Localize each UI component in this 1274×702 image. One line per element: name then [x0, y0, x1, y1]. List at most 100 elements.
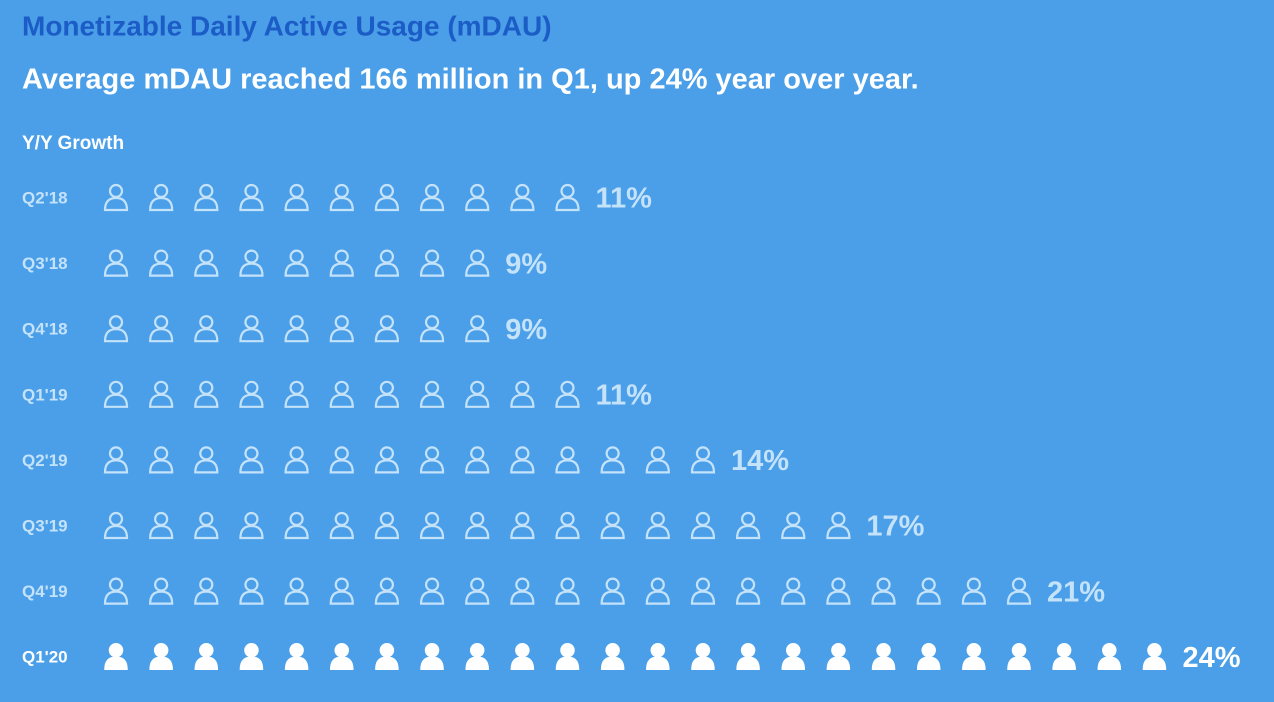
- icon-body: [329, 262, 354, 277]
- icon-body: [374, 524, 400, 540]
- person-icon: [329, 183, 354, 212]
- person-icon: [555, 446, 580, 474]
- icon-body: [329, 656, 354, 670]
- icon-body: [374, 262, 400, 277]
- icon-body: [465, 590, 490, 605]
- person-icon: [555, 511, 580, 540]
- value-label: 21%: [1047, 576, 1105, 608]
- person-icon: [419, 249, 445, 277]
- person-icon: [600, 446, 625, 474]
- person-icon: [194, 315, 219, 343]
- icon-row: [103, 511, 851, 540]
- value-label: 9%: [505, 248, 547, 280]
- icon-body: [465, 656, 489, 670]
- person-icon: [239, 446, 264, 474]
- icon-row: [103, 183, 580, 212]
- person-icon: [691, 642, 715, 670]
- icon-body: [419, 590, 445, 605]
- icon-body: [465, 196, 490, 212]
- icon-head: [560, 642, 575, 658]
- person-icon: [600, 642, 625, 670]
- icon-head: [650, 642, 666, 658]
- icon-body: [961, 590, 986, 605]
- icon-body: [419, 262, 445, 277]
- person-icon: [329, 380, 354, 408]
- chart-title: Monetizable Daily Active Usage (mDAU): [22, 10, 552, 41]
- icon-body: [691, 656, 715, 670]
- person-icon: [239, 511, 264, 540]
- person-icon: [194, 446, 219, 474]
- person-icon: [871, 577, 896, 605]
- icon-body: [690, 524, 716, 540]
- row-label: Q1'20: [22, 648, 68, 667]
- icon-body: [329, 459, 354, 474]
- icon-body: [149, 590, 174, 605]
- icon-head: [831, 642, 846, 658]
- person-icon: [194, 642, 219, 670]
- icon-row: [104, 642, 1167, 670]
- value-label: 11%: [596, 183, 653, 215]
- person-icon: [826, 642, 851, 670]
- icon-head: [1011, 642, 1027, 658]
- person-icon: [645, 577, 670, 605]
- person-icon: [149, 642, 173, 670]
- person-icon: [510, 183, 535, 212]
- icon-body: [194, 459, 219, 474]
- person-icon: [1006, 577, 1032, 605]
- person-icon: [465, 380, 490, 408]
- icon-body: [149, 524, 174, 540]
- person-icon: [871, 642, 896, 670]
- person-icon: [374, 446, 400, 474]
- icon-body: [1006, 590, 1032, 605]
- icon-body: [465, 459, 490, 474]
- row-label: Q3'19: [22, 516, 68, 535]
- person-icon: [735, 577, 761, 605]
- person-icon: [239, 249, 264, 277]
- person-icon: [239, 183, 264, 212]
- person-icon: [149, 511, 174, 540]
- icon-body: [419, 393, 445, 408]
- person-icon: [781, 642, 806, 670]
- icon-body: [419, 196, 445, 212]
- value-label: 11%: [596, 379, 653, 411]
- icon-body: [645, 590, 670, 605]
- icon-head: [921, 642, 936, 658]
- icon-body: [149, 459, 174, 474]
- person-icon: [419, 446, 445, 474]
- icon-row: [103, 315, 490, 343]
- icon-body: [555, 524, 580, 540]
- icon-row: [103, 249, 490, 277]
- person-icon: [103, 249, 129, 277]
- icon-head: [379, 642, 395, 658]
- icon-body: [420, 656, 444, 670]
- person-icon: [149, 183, 174, 212]
- person-icon: [465, 511, 490, 540]
- person-icon: [690, 446, 716, 474]
- icon-body: [735, 524, 761, 540]
- person-icon: [465, 577, 490, 605]
- person-icon: [374, 183, 400, 212]
- icon-body: [555, 590, 580, 605]
- person-icon: [420, 642, 444, 670]
- icon-body: [510, 524, 535, 540]
- icon-body: [284, 459, 309, 474]
- icon-head: [199, 642, 214, 658]
- icon-body: [329, 524, 354, 540]
- chart-subtitle: Average mDAU reached 166 million in Q1, …: [22, 64, 919, 96]
- person-icon: [600, 511, 625, 540]
- person-icon: [284, 446, 309, 474]
- icon-body: [826, 590, 851, 605]
- icon-body: [284, 328, 309, 343]
- icon-head: [1056, 642, 1072, 658]
- icon-body: [916, 656, 941, 670]
- icon-head: [153, 642, 169, 658]
- person-icon: [149, 577, 174, 605]
- icon-body: [329, 393, 354, 408]
- person-icon: [284, 642, 309, 670]
- person-icon: [194, 183, 219, 212]
- person-icon: [690, 511, 716, 540]
- person-icon: [510, 446, 535, 474]
- person-icon: [555, 642, 580, 670]
- person-icon: [239, 577, 264, 605]
